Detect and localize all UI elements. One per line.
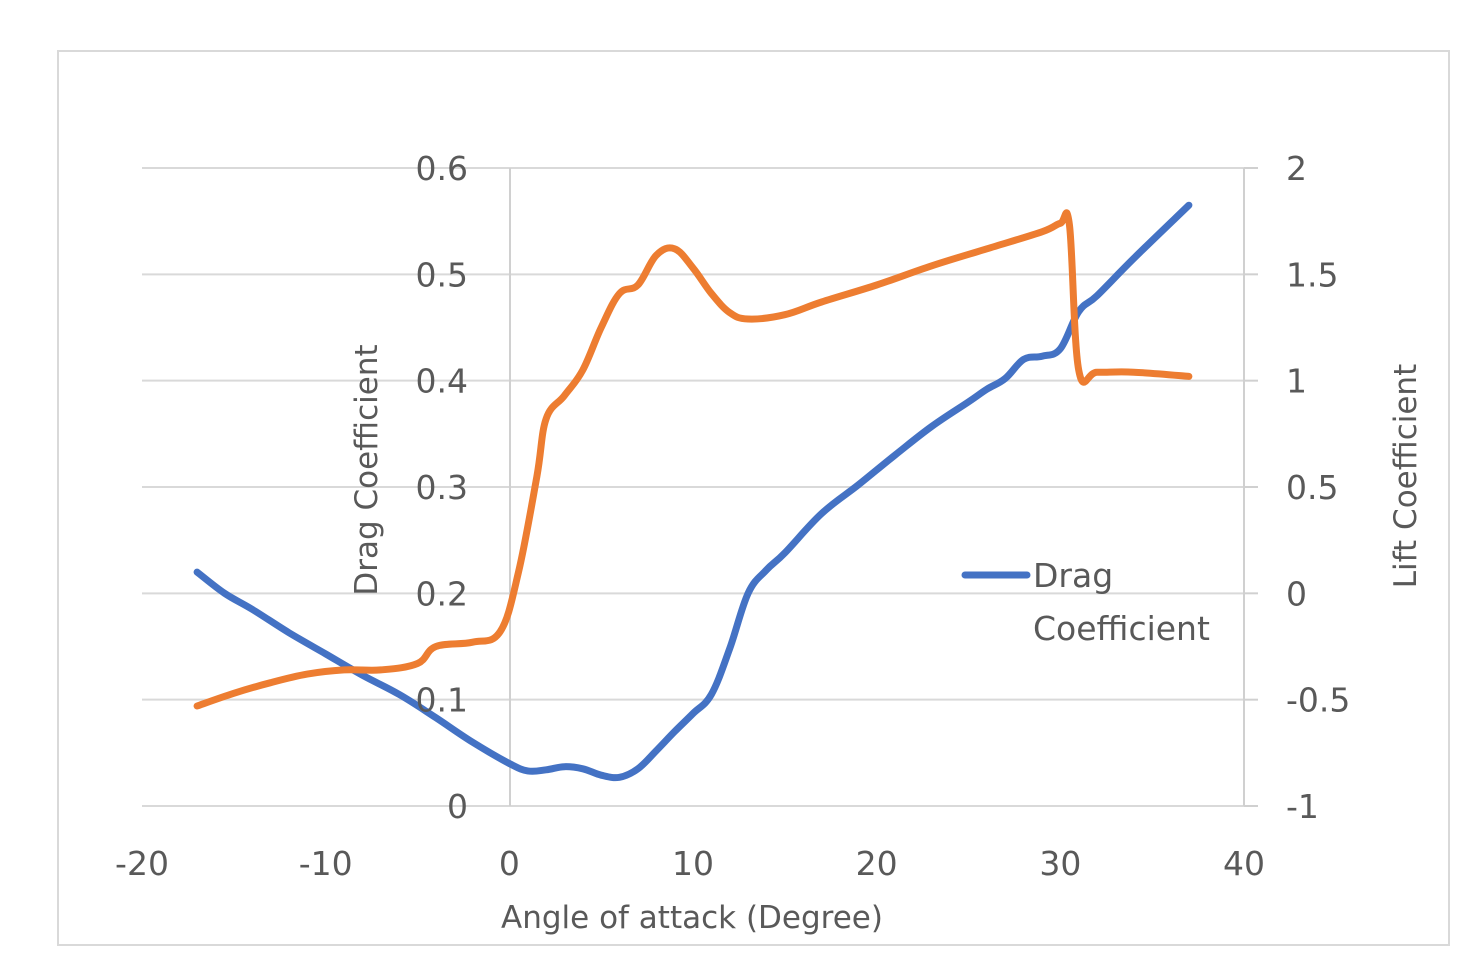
x-tick-label: -20 [115,844,169,883]
y-tick-label: 0.5 [416,255,468,294]
y2-tick-label: 0 [1286,574,1307,613]
legend-drag-label-line2: Coefficient [1033,609,1210,648]
x-tick-label: 30 [1039,844,1081,883]
y-tick-label: 0.6 [416,149,468,188]
gridlines [142,167,1258,807]
y2-tick-label: 0.5 [1286,468,1338,507]
y2-tick-label: 1 [1286,362,1307,401]
ticks-layer: -20 -10 0 10 20 30 4000.10.20.30.40.50.6-1-0.5… [115,149,1350,883]
chart-frame [57,50,1450,946]
x-tick-label: -10 [299,844,353,883]
y-tick-label: 0.4 [416,362,468,401]
x-tick-label: 40 [1223,844,1265,883]
legend: Drag Coefficient [961,556,1210,648]
y-tick-label: 0.2 [416,574,468,613]
series-line-lift-coefficient [193,209,1193,710]
x-tick-label: 10 [672,844,714,883]
x-tick-label: 20 [856,844,898,883]
y2-tick-label: 2 [1286,149,1307,188]
y2-tick-label: -0.5 [1286,681,1350,720]
y-tick-label: 0 [447,787,468,826]
legend-drag-label-line1: Drag [1033,556,1113,595]
series-line-drag-coefficient [193,201,1193,782]
y2-tick-label: 1.5 [1286,255,1338,294]
y-tick-label: 0.1 [416,681,468,720]
x-tick-label: 0 [499,844,520,883]
y2-axis-title: Lift Coefficient [1388,364,1424,588]
y-axis-title: Drag Coefficient [349,344,385,595]
y2-tick-label: -1 [1286,787,1319,826]
x-axis-title: Angle of attack (Degree) [501,900,883,936]
series-layer [193,201,1193,782]
y-tick-label: 0.3 [416,468,468,507]
